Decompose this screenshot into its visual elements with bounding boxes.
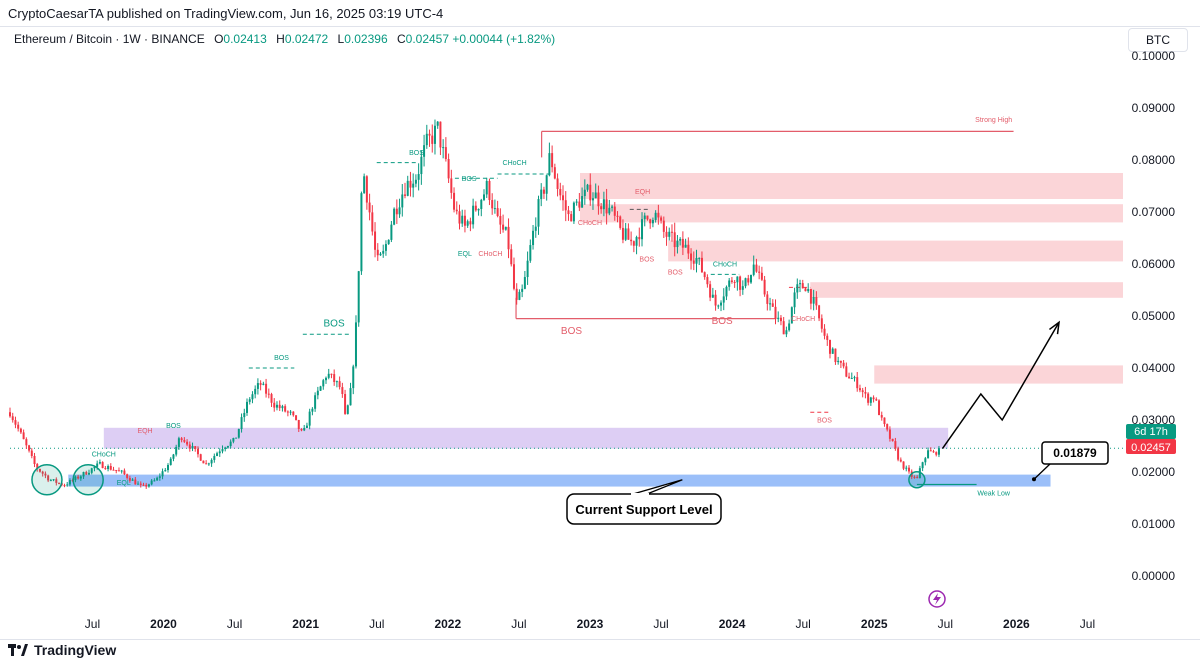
open-label: O [214,32,224,46]
footer-brand: TradingView [34,642,117,658]
chart-frame [0,26,1200,640]
tradingview-logo-icon [8,644,28,656]
low-label: L [337,32,345,46]
symbol-legend: Ethereum / Bitcoin · 1W · BINANCE O0.024… [14,32,555,46]
close-value: 0.02457 [405,32,450,46]
change-value: +0.00044 (+1.82%) [452,32,556,46]
symbol-name[interactable]: Ethereum / Bitcoin · 1W · BINANCE [14,32,205,46]
footer: TradingView [8,642,116,658]
currency-button[interactable]: BTC [1128,28,1188,52]
high-label: H [276,32,285,46]
close-label: C [396,32,406,46]
low-value: 0.02396 [344,32,388,46]
open-value: 0.02413 [223,32,267,46]
publish-info: CryptoCaesarTA published on TradingView.… [8,6,444,21]
high-value: 0.02472 [284,32,329,46]
